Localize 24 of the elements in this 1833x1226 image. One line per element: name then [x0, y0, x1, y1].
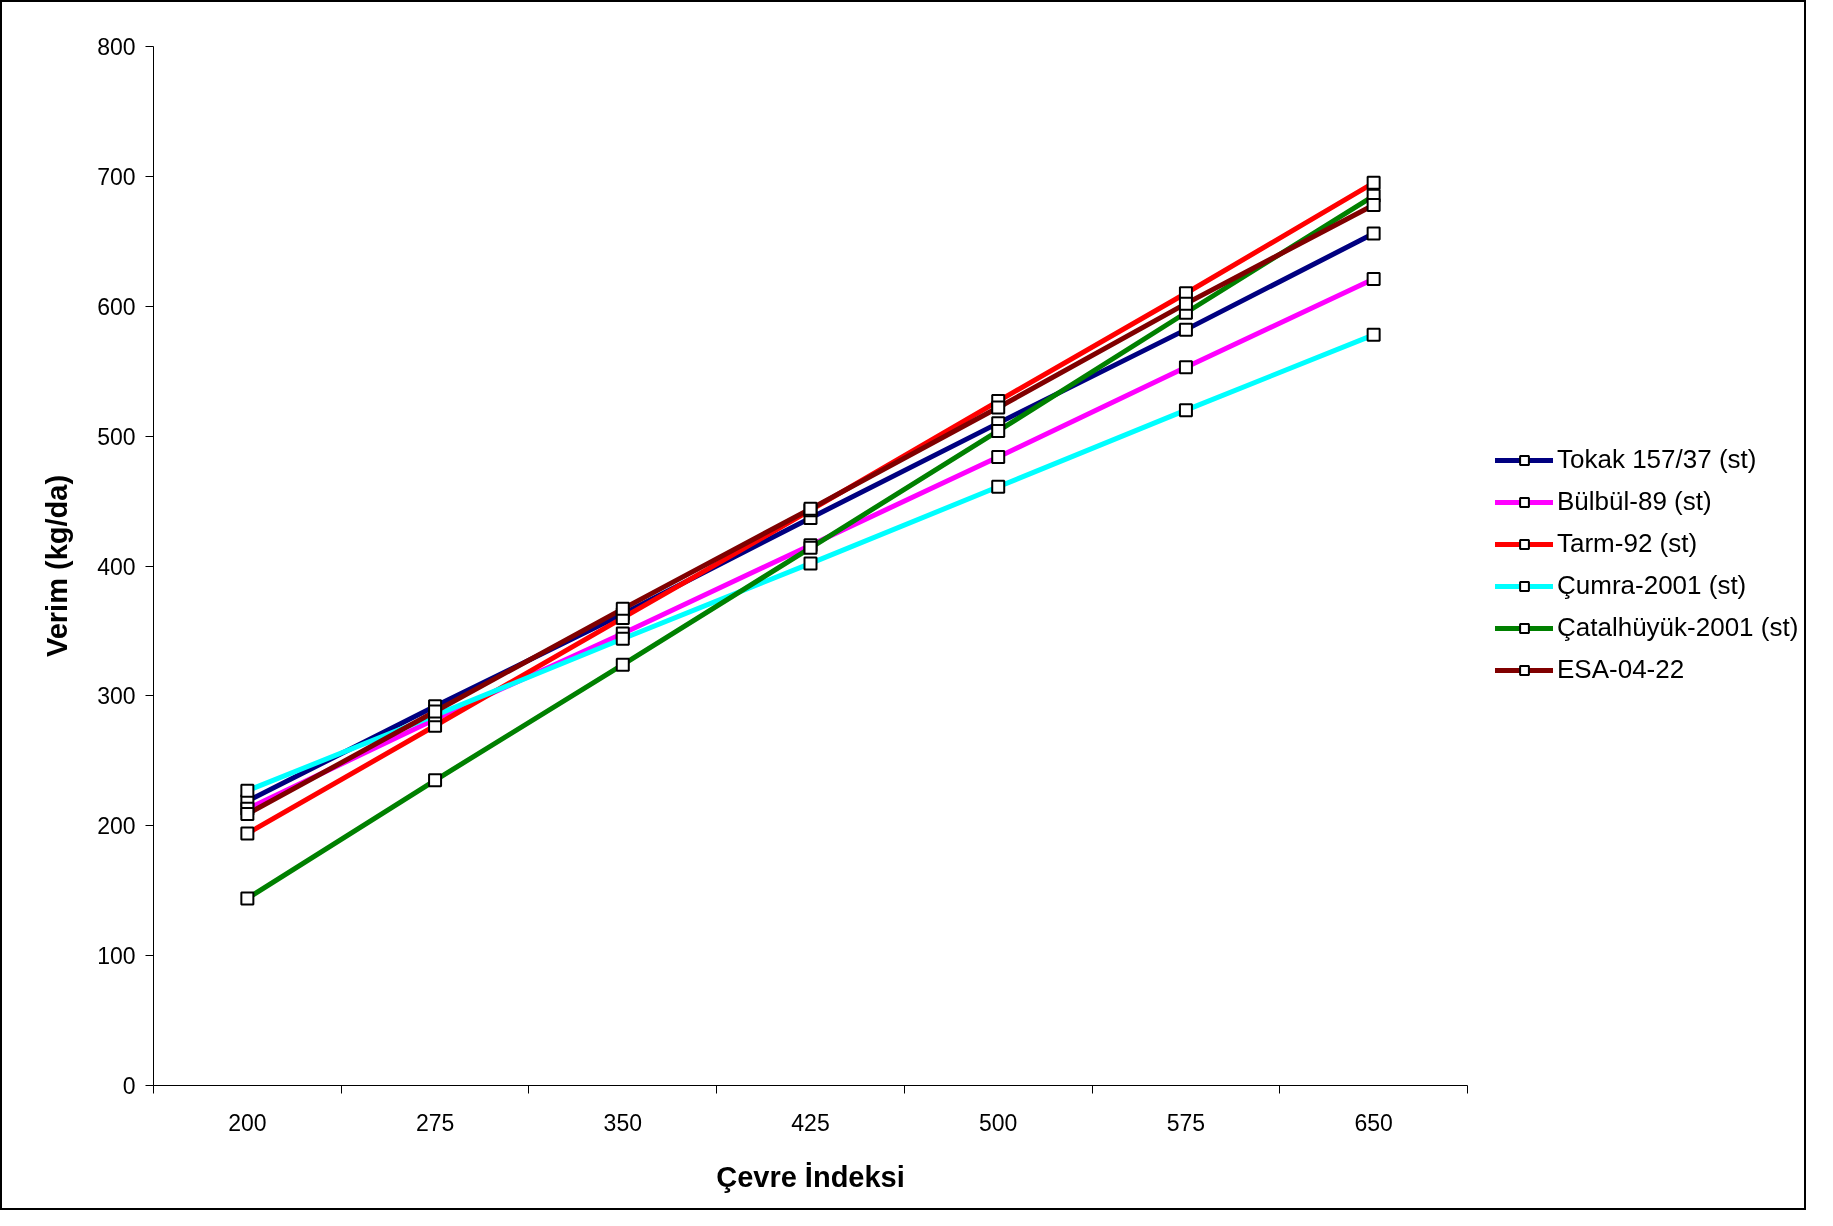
- x-tick-label: 275: [415, 1109, 455, 1136]
- y-tick-label: 300: [97, 683, 136, 710]
- y-tick-label: 800: [97, 34, 136, 60]
- x-tick-label: 650: [1354, 1109, 1393, 1136]
- x-tick-label: 500: [979, 1109, 1018, 1136]
- legend-label: ESA-04-22: [1557, 654, 1685, 685]
- x-axis-title: Çevre İndeksi: [716, 1160, 905, 1193]
- y-tick-label: 100: [97, 943, 136, 970]
- y-axis-title: Verim (kg/da): [40, 474, 73, 658]
- legend-label: Bülbül-89 (st): [1557, 486, 1712, 517]
- y-tick-label: 400: [97, 553, 136, 580]
- y-tick-label: 500: [97, 423, 136, 450]
- x-tick-label: 200: [228, 1109, 267, 1136]
- y-tick-label: 200: [97, 813, 136, 840]
- y-tick-label: 600: [97, 293, 136, 320]
- x-tick-label: 425: [791, 1109, 830, 1136]
- legend-label: Tokak 157/37 (st): [1557, 444, 1757, 475]
- y-tick-label: 0: [122, 1073, 136, 1099]
- x-tick-label: 350: [603, 1109, 642, 1136]
- legend-label: Çatalhüyük-2001 (st): [1557, 612, 1799, 643]
- x-tick-label: 575: [1166, 1109, 1206, 1136]
- legend-label: Çumra-2001 (st): [1557, 570, 1747, 601]
- y-tick-label: 700: [97, 163, 136, 190]
- legend-label: Tarm-92 (st): [1557, 528, 1698, 559]
